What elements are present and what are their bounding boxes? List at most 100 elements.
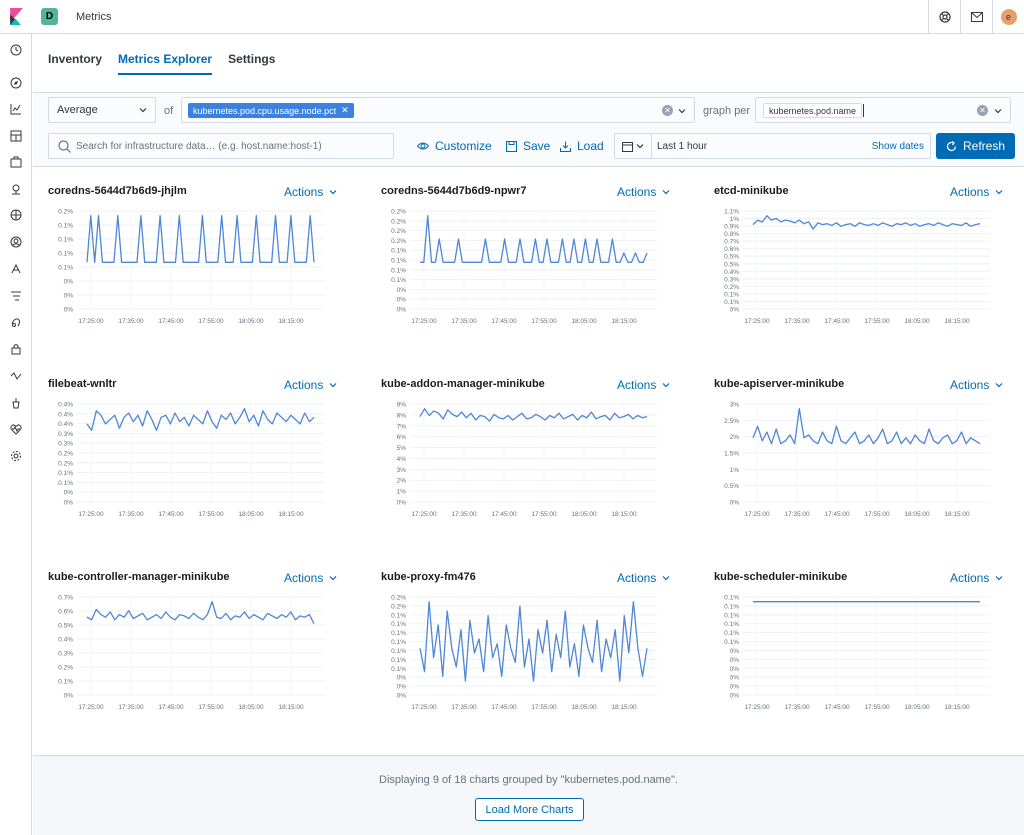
- x-tick-label: 17:45:00: [158, 704, 184, 711]
- chart-actions-button[interactable]: Actions: [617, 378, 670, 392]
- y-tick-label: 0.1%: [391, 258, 406, 265]
- chart-actions-button[interactable]: Actions: [950, 378, 1003, 392]
- devtools-icon[interactable]: [8, 368, 24, 384]
- search-input[interactable]: [76, 134, 386, 158]
- y-tick-label: 0%: [730, 648, 740, 655]
- kibana-logo-icon[interactable]: [8, 8, 25, 25]
- clear-metric-icon[interactable]: ✕: [662, 105, 673, 116]
- maps-icon[interactable]: [8, 181, 24, 197]
- chart-actions-button[interactable]: Actions: [617, 571, 670, 585]
- chart-card: kube-controller-manager-minikube Actions 0…: [48, 571, 348, 741]
- y-tick-label: 0%: [730, 307, 740, 314]
- chevron-down-icon[interactable]: [678, 107, 686, 115]
- x-tick-label: 17:35:00: [784, 318, 810, 325]
- chart-title: kube-controller-manager-minikube: [48, 571, 230, 583]
- canvas-icon[interactable]: [8, 154, 24, 170]
- chart-card: coredns-5644d7b6d9-npwr7 Actions 0% 0% 0% 0.1…: [381, 185, 681, 355]
- chevron-down-icon: [995, 383, 1003, 388]
- monitoring-icon[interactable]: [8, 395, 24, 411]
- metric-combobox[interactable]: kubernetes.pod.cpu.usage.node.pct ✕ ✕: [181, 97, 695, 123]
- avatar[interactable]: e: [1000, 9, 1017, 25]
- show-dates-link[interactable]: Show dates: [871, 141, 924, 152]
- x-tick-label: 17:35:00: [451, 704, 477, 711]
- chart-card: etcd-minikube Actions 0% 0.1% 0.1% 0.2% 0.3% 0.…: [714, 185, 1014, 355]
- y-tick-label: 0.2%: [391, 595, 406, 602]
- date-picker[interactable]: Last 1 hour Show dates: [614, 133, 931, 159]
- calendar-icon: [622, 141, 633, 152]
- aggregation-value: Average: [57, 104, 98, 116]
- tabs-divider: [33, 92, 1024, 93]
- y-tick-label: 1%: [730, 216, 740, 223]
- chevron-down-icon[interactable]: [994, 107, 1002, 115]
- tab-settings[interactable]: Settings: [228, 52, 276, 66]
- compass-icon[interactable]: [8, 75, 24, 91]
- y-tick-label: 0.1%: [391, 657, 406, 664]
- footer-divider: [33, 755, 1024, 756]
- search-bar[interactable]: [48, 133, 394, 159]
- user-menu[interactable]: e: [992, 0, 1024, 34]
- group-by-combobox[interactable]: kubernetes.pod.name ✕: [755, 97, 1011, 123]
- y-tick-label: 0.1%: [58, 470, 73, 477]
- x-tick-label: 18:05:00: [238, 318, 264, 325]
- chart-actions-button[interactable]: Actions: [284, 185, 337, 199]
- save-button[interactable]: Save: [506, 139, 550, 153]
- chart-icon[interactable]: [8, 101, 24, 117]
- y-tick-label: 0.1%: [58, 265, 73, 272]
- x-tick-label: 17:55:00: [531, 511, 557, 518]
- y-tick-label: 0.1%: [58, 251, 73, 258]
- infrastructure-icon[interactable]: [8, 234, 24, 250]
- chart-actions-button[interactable]: Actions: [950, 185, 1003, 199]
- tab-bar: Inventory Metrics Explorer Settings: [48, 52, 275, 75]
- load-more-charts-button[interactable]: Load More Charts: [475, 798, 584, 821]
- x-tick-label: 17:25:00: [744, 511, 770, 518]
- metric-pill[interactable]: kubernetes.pod.cpu.usage.node.pct ✕: [188, 103, 354, 118]
- apm-icon[interactable]: [8, 288, 24, 304]
- chart-actions-button[interactable]: Actions: [950, 571, 1003, 585]
- y-tick-label: 2%: [397, 478, 407, 485]
- x-tick-label: 17:25:00: [411, 318, 437, 325]
- chevron-down-icon: [139, 108, 147, 113]
- quick-select-button[interactable]: [615, 134, 652, 158]
- x-tick-label: 18:15:00: [611, 704, 637, 711]
- management-icon[interactable]: [8, 421, 24, 437]
- space-avatar[interactable]: D: [41, 8, 58, 25]
- y-tick-label: 0.1%: [58, 480, 73, 487]
- chart-actions-button[interactable]: Actions: [284, 378, 337, 392]
- load-label: Load: [577, 139, 604, 153]
- tab-metrics-explorer[interactable]: Metrics Explorer: [118, 52, 213, 75]
- dashboard-icon[interactable]: [8, 128, 24, 144]
- x-tick-label: 18:15:00: [278, 511, 304, 518]
- customize-button[interactable]: Customize: [417, 139, 492, 153]
- settings-icon[interactable]: [8, 448, 24, 464]
- chart-actions-button[interactable]: Actions: [284, 571, 337, 585]
- clear-group-by-icon[interactable]: ✕: [977, 105, 988, 116]
- series-line: [419, 601, 648, 682]
- refresh-button[interactable]: Refresh: [936, 133, 1015, 159]
- y-tick-label: 2%: [730, 434, 740, 441]
- clock-icon[interactable]: [8, 42, 24, 58]
- mail-icon[interactable]: [960, 0, 992, 34]
- aggregation-select[interactable]: Average: [48, 97, 156, 123]
- chart-actions-label: Actions: [284, 571, 324, 585]
- load-button[interactable]: Load: [560, 139, 604, 153]
- uptime-icon[interactable]: [8, 314, 24, 330]
- y-tick-label: 0%: [397, 684, 407, 691]
- y-tick-label: 0.1%: [391, 630, 406, 637]
- help-icon[interactable]: [928, 0, 960, 34]
- chart-actions-label: Actions: [617, 571, 657, 585]
- metric-line-chart: 0% 0.1% 0.2% 0.3% 0.4% 0.5% 0.6% 0.7% 17:25:00 17…: [58, 595, 324, 711]
- y-tick-label: 0.1%: [724, 639, 739, 646]
- remove-metric-icon[interactable]: ✕: [341, 105, 349, 115]
- series-line: [419, 408, 648, 422]
- chart-title: filebeat-wnltr: [48, 378, 117, 390]
- y-tick-label: 1%: [730, 467, 740, 474]
- chevron-down-icon: [662, 383, 670, 388]
- group-by-pill[interactable]: kubernetes.pod.name: [763, 103, 863, 118]
- chart-actions-button[interactable]: Actions: [617, 185, 670, 199]
- siem-icon[interactable]: [8, 341, 24, 357]
- ml-icon[interactable]: [8, 207, 24, 223]
- x-tick-label: 17:35:00: [118, 318, 144, 325]
- logs-icon[interactable]: [8, 261, 24, 277]
- tab-inventory[interactable]: Inventory: [48, 52, 103, 66]
- x-tick-label: 17:45:00: [491, 318, 517, 325]
